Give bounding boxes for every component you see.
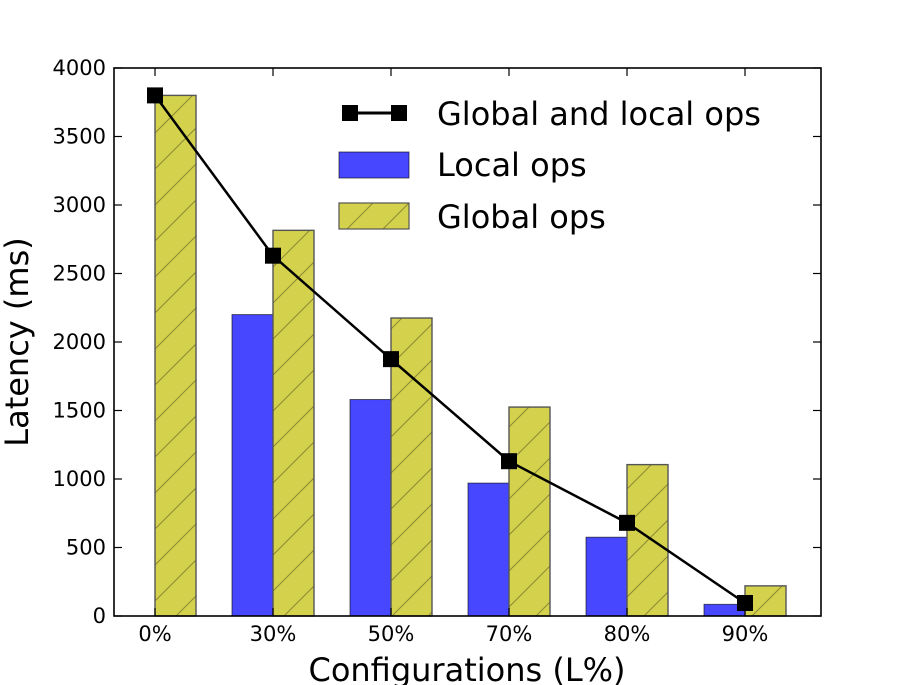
ticks-layer: 0 500 1000 1500 2000 2500 3000 3500 4000 0% 30% 50%… bbox=[53, 56, 821, 646]
line-layer bbox=[147, 87, 753, 611]
y-tick-label: 2000 bbox=[53, 330, 106, 354]
x-tick-label: 50% bbox=[368, 622, 415, 646]
bar-global-ops-hatch bbox=[626, 463, 669, 617]
legend-label-global-and-local: Global and local ops bbox=[437, 95, 761, 133]
line-marker bbox=[265, 247, 281, 264]
y-tick-label: 3500 bbox=[53, 125, 106, 149]
y-tick-label: 1000 bbox=[53, 467, 106, 491]
bar-local-ops bbox=[349, 399, 392, 617]
line-marker bbox=[147, 87, 163, 104]
legend-line-marker-right bbox=[391, 105, 407, 121]
x-tick-label: 80% bbox=[604, 622, 651, 646]
y-axis-title: Latency (ms) bbox=[0, 237, 36, 446]
bar-local-ops bbox=[231, 314, 274, 617]
x-axis-title: Configurations (L%) bbox=[308, 651, 625, 685]
y-tick-label: 2500 bbox=[53, 262, 106, 286]
y-tick-label: 500 bbox=[66, 536, 106, 560]
bar-global-ops-hatch bbox=[154, 94, 197, 617]
legend: Global and local ops Local ops Global op… bbox=[338, 95, 761, 236]
line-marker bbox=[383, 351, 399, 368]
bar-local-ops bbox=[585, 536, 628, 617]
y-tick-label: 0 bbox=[93, 604, 106, 628]
legend-label-local: Local ops bbox=[437, 146, 587, 184]
line-marker bbox=[619, 514, 635, 531]
legend-label-global: Global ops bbox=[437, 198, 606, 236]
legend-swatch-local bbox=[338, 151, 410, 179]
x-tick-label: 90% bbox=[722, 622, 769, 646]
bar-global-ops-hatch bbox=[508, 406, 551, 617]
line-marker bbox=[501, 453, 517, 470]
y-tick-label: 1500 bbox=[53, 399, 106, 423]
y-tick-label: 3000 bbox=[53, 193, 106, 217]
bar-local-ops bbox=[467, 482, 510, 617]
series-line-global-and-local bbox=[153, 94, 746, 605]
bars-layer bbox=[154, 94, 787, 617]
x-tick-label: 30% bbox=[250, 622, 297, 646]
x-tick-label: 70% bbox=[486, 622, 533, 646]
legend-line-marker-left bbox=[342, 105, 358, 121]
legend-swatch-global-hatch bbox=[338, 202, 410, 230]
x-tick-label: 0% bbox=[138, 622, 171, 646]
y-tick-label: 4000 bbox=[53, 56, 106, 80]
bar-global-ops-hatch bbox=[272, 229, 315, 617]
line-marker bbox=[737, 594, 753, 611]
